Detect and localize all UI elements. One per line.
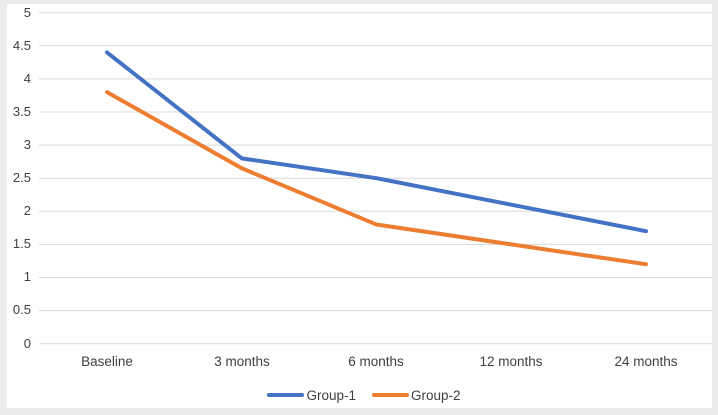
y-tick-label: 5 (23, 5, 31, 20)
legend: Group-1 Group-2 (0, 386, 718, 404)
y-tick-label: 3 (23, 137, 31, 152)
series-line-group-1 (105, 50, 648, 234)
plot-area (7, 4, 712, 408)
group-2-line-swatch (372, 393, 409, 397)
x-tick-label: 12 months (479, 354, 543, 369)
x-tick-label: 3 months (214, 354, 270, 369)
legend-item-group-1: Group-1 (267, 388, 356, 403)
series-line-group-2 (105, 90, 648, 267)
group-1-line-swatch (267, 393, 305, 397)
legend-label: Group-2 (411, 387, 461, 403)
y-tick-label: 4.5 (12, 38, 31, 53)
x-tick-label: 24 months (614, 354, 678, 369)
y-tick-label: 2 (23, 203, 31, 218)
y-tick-label: 0.5 (12, 302, 31, 317)
y-tick-label: 1.5 (12, 236, 31, 251)
x-tick-label: 6 months (348, 354, 404, 369)
legend-label: Group-1 (306, 387, 356, 403)
legend-item-group-2: Group-2 (372, 388, 461, 403)
y-tick-label: 2.5 (12, 170, 31, 185)
x-tick-label: Baseline (81, 354, 133, 369)
y-tick-label: 1 (23, 269, 31, 284)
y-tick-label: 4 (23, 71, 31, 86)
y-tick-label: 3.5 (12, 104, 31, 119)
y-tick-label: 0 (23, 336, 31, 351)
